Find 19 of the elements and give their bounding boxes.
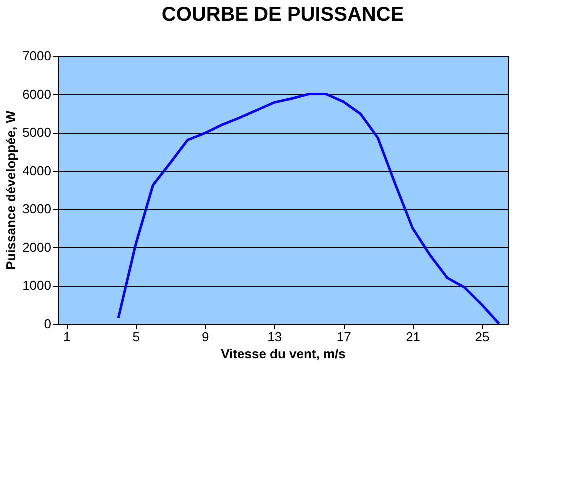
y-tick-label: 1000 [22, 278, 52, 294]
x-tick-label: 9 [202, 330, 210, 344]
x-tick-label: 21 [406, 330, 421, 344]
x-tick-label: 13 [268, 330, 282, 344]
y-tick-label: 2000 [22, 240, 52, 255]
chart-title: COURBE DE PUISSANCE [162, 4, 404, 26]
y-axis-title: Puissance développée, W [4, 110, 19, 270]
y-tick-label: 4000 [22, 163, 52, 178]
y-tick-label: 5000 [22, 125, 52, 140]
y-tick-label: 0 [44, 316, 52, 332]
x-axis-title: Vitesse du vent, m/s [221, 346, 346, 362]
x-tick-label: 25 [475, 330, 490, 344]
x-tick-label: 1 [64, 330, 71, 344]
line-series [117, 93, 501, 326]
y-tick-label: 6000 [22, 86, 52, 102]
y-tick-label: 3000 [22, 202, 52, 217]
x-tick-label: 5 [132, 330, 140, 344]
y-tick-label: 7000 [22, 48, 52, 64]
x-tick-label: 17 [336, 330, 352, 344]
